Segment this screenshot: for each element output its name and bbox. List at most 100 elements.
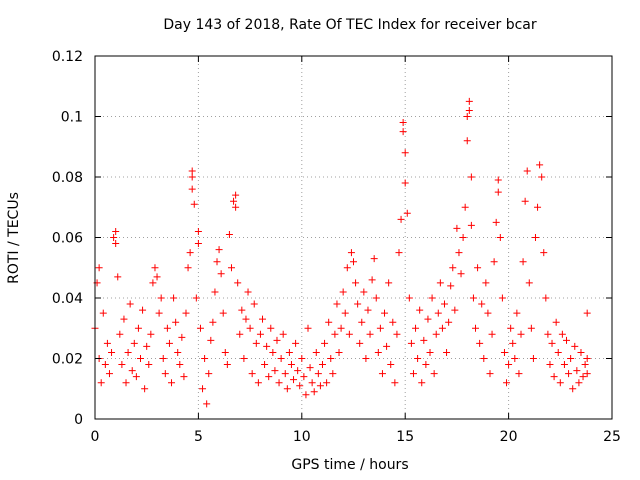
data-point <box>184 264 192 272</box>
data-point <box>494 176 502 184</box>
data-point <box>486 370 494 378</box>
data-point <box>385 279 393 287</box>
data-point <box>345 330 353 338</box>
data-point <box>180 373 188 381</box>
data-point <box>362 355 370 362</box>
data-point <box>529 355 537 362</box>
data-point <box>310 388 318 396</box>
data-point <box>159 355 167 362</box>
data-point <box>230 197 238 205</box>
data-point <box>196 324 204 332</box>
data-point <box>194 227 202 235</box>
data-point <box>577 348 585 356</box>
data-point <box>505 361 513 369</box>
data-point <box>130 339 138 347</box>
data-point <box>538 173 546 181</box>
data-point <box>263 342 271 350</box>
data-point <box>517 330 525 338</box>
data-point <box>356 339 364 347</box>
data-point <box>246 324 254 332</box>
data-point <box>161 370 169 378</box>
data-point <box>383 342 391 350</box>
data-point <box>556 379 564 387</box>
data-point <box>219 309 227 317</box>
data-point <box>534 203 542 211</box>
data-point <box>378 370 386 378</box>
data-point <box>279 330 287 338</box>
data-point <box>97 379 105 387</box>
data-point <box>139 306 147 314</box>
data-point <box>469 294 477 302</box>
data-point <box>215 246 223 254</box>
data-point <box>205 370 213 378</box>
data-point <box>259 315 267 323</box>
data-point <box>453 224 461 232</box>
data-point <box>467 173 475 181</box>
data-point <box>174 348 182 356</box>
data-point <box>221 348 229 356</box>
data-point <box>358 318 366 326</box>
data-point <box>335 348 343 356</box>
data-point <box>207 336 215 344</box>
data-point <box>271 367 279 375</box>
data-point <box>283 385 291 393</box>
data-point <box>321 339 329 347</box>
data-point <box>583 370 591 378</box>
data-point <box>302 391 310 399</box>
x-axis-label: GPS time / hours <box>291 457 409 473</box>
data-point <box>296 382 304 390</box>
data-point <box>277 355 285 362</box>
data-point <box>519 258 527 266</box>
data-point <box>244 288 252 296</box>
data-point <box>155 309 163 317</box>
data-point <box>99 309 107 317</box>
data-point <box>118 361 126 369</box>
y-tick-label-6: 0.12 <box>52 49 83 65</box>
data-point <box>186 249 194 257</box>
data-point <box>451 306 459 314</box>
data-point <box>527 324 535 332</box>
data-point <box>122 379 130 387</box>
data-point <box>261 361 269 369</box>
data-point <box>120 315 128 323</box>
data-point <box>112 227 120 235</box>
data-point <box>484 309 492 317</box>
grid-lines <box>95 56 612 419</box>
data-point <box>492 218 500 226</box>
data-point <box>350 258 357 266</box>
data-point <box>252 339 260 347</box>
data-point <box>399 128 407 136</box>
data-point <box>389 318 397 326</box>
data-point <box>521 197 529 205</box>
data-point <box>300 373 308 381</box>
data-point <box>157 294 165 302</box>
data-point <box>395 249 403 257</box>
data-point <box>558 330 566 338</box>
data-point <box>194 240 202 248</box>
data-point <box>569 385 577 393</box>
data-point <box>151 264 159 272</box>
data-point <box>544 330 552 338</box>
data-point <box>447 282 455 290</box>
data-point <box>422 361 430 369</box>
data-point <box>124 348 132 356</box>
data-point <box>399 119 407 127</box>
data-point <box>211 288 219 296</box>
data-point <box>509 339 517 347</box>
data-point <box>337 324 345 332</box>
data-point <box>318 361 326 369</box>
data-point <box>457 270 465 278</box>
data-point <box>201 355 209 362</box>
data-point <box>147 330 155 338</box>
data-point <box>550 373 558 381</box>
data-point <box>341 309 349 317</box>
data-point <box>331 330 339 338</box>
data-points <box>91 97 591 408</box>
data-point <box>364 306 372 314</box>
data-point <box>234 279 242 287</box>
data-point <box>290 376 298 384</box>
data-point <box>565 370 573 378</box>
data-point <box>482 279 490 287</box>
data-point <box>449 264 457 272</box>
